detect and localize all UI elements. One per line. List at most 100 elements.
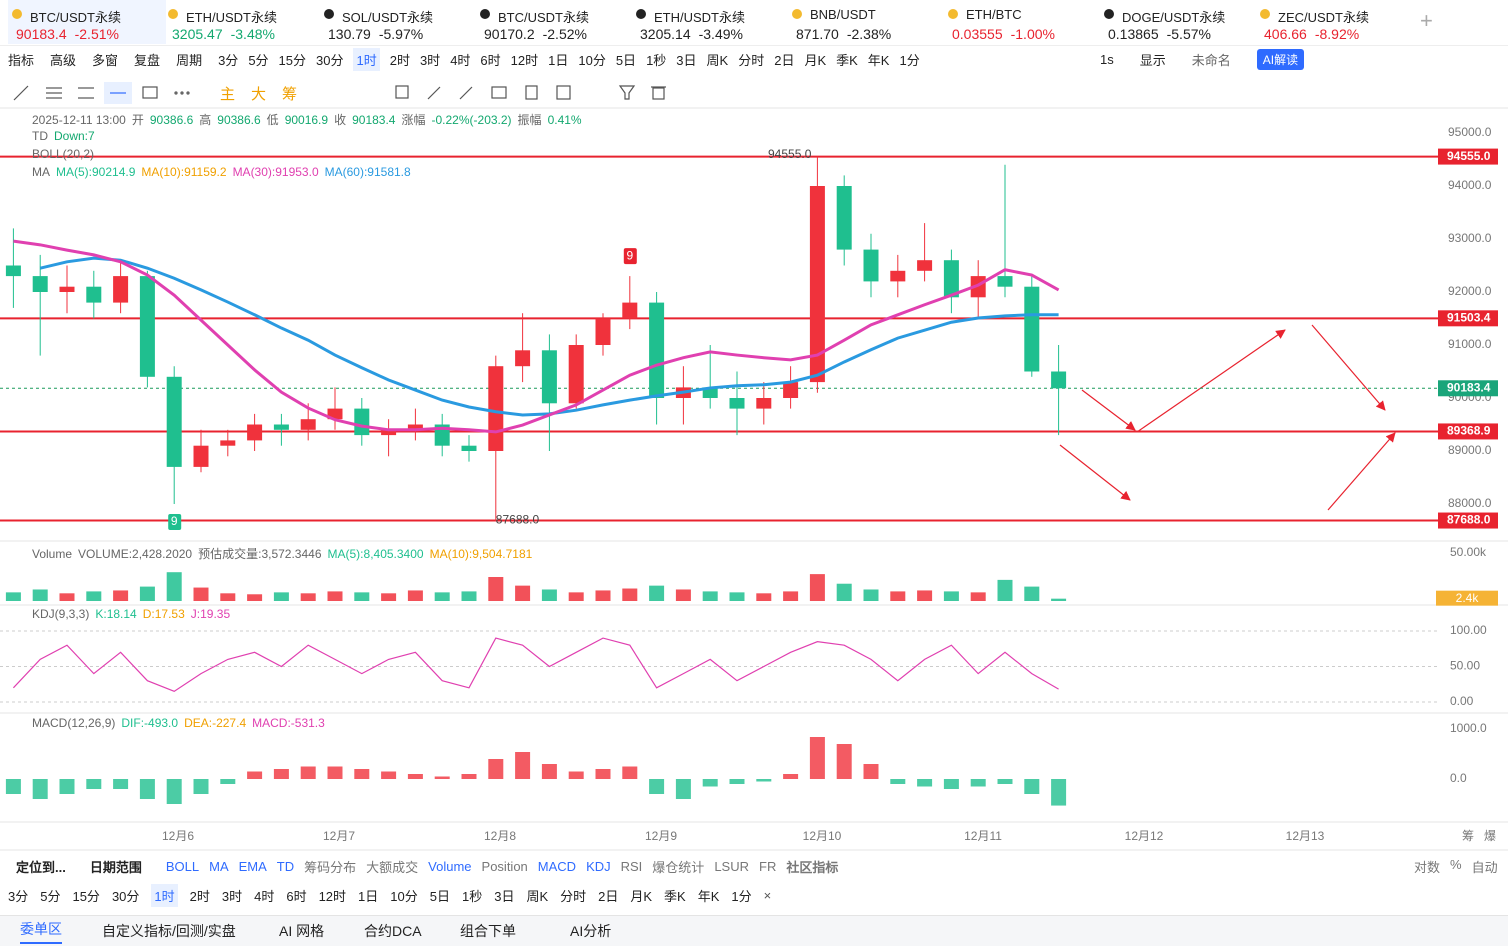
ticker-tab[interactable]: ETH/USDT永续 3205.14 -3.49% <box>632 0 790 44</box>
interval-button[interactable]: 3时 <box>419 53 441 68</box>
scale-toggle[interactable]: 对数 <box>1414 859 1441 875</box>
interval-button[interactable]: 2时 <box>189 888 210 904</box>
bottom-left-button[interactable]: 定位到... <box>16 859 66 875</box>
interval-button[interactable]: 15分 <box>72 888 100 904</box>
interval-button[interactable]: 30分 <box>111 888 140 904</box>
interval-button[interactable]: 5分 <box>248 53 269 68</box>
interval-button[interactable]: 周K <box>706 53 729 68</box>
interval-button[interactable]: 3分 <box>218 53 239 68</box>
interval-button[interactable]: 6时 <box>480 53 501 68</box>
interval-button[interactable]: 4时 <box>450 53 471 68</box>
interval-button[interactable]: 6时 <box>286 888 307 904</box>
interval-button[interactable]: 1秒 <box>646 53 667 68</box>
indicator-toggle[interactable]: 爆仓统计 <box>652 859 705 875</box>
draw-tool[interactable]: 筹 <box>282 86 298 103</box>
indicator-toggle[interactable]: 大额成交 <box>366 859 419 875</box>
interval-button[interactable]: 2日 <box>598 888 619 904</box>
tool-button[interactable]: 指标 <box>8 53 35 68</box>
interval-button[interactable]: 10分 <box>578 53 606 68</box>
ticker-tab[interactable]: BNB/USDT 871.70 -2.38% <box>788 0 946 44</box>
interval-button[interactable]: 分时 <box>738 53 765 68</box>
ticker-tab[interactable]: DOGE/USDT永续 0.13865 -5.57% <box>1100 0 1258 44</box>
interval-button[interactable]: 季K <box>836 53 858 68</box>
interval-button[interactable]: 周K <box>526 888 549 904</box>
interval-button[interactable]: 年K <box>697 888 720 904</box>
draw-tool[interactable]: 大 <box>251 86 267 103</box>
interval-button[interactable]: 月K <box>804 53 827 68</box>
indicator-toggle[interactable]: Position <box>481 858 528 874</box>
interval-button[interactable]: 10分 <box>390 888 418 904</box>
panel-tab[interactable]: AI 网格 <box>279 923 325 939</box>
indicator-toggle[interactable]: 社区指标 <box>786 859 839 875</box>
tool-button[interactable]: 高级 <box>50 53 77 68</box>
legend-item: J:19.35 <box>190 607 231 621</box>
interval-button[interactable]: 1日 <box>548 53 569 68</box>
indicator-toggle[interactable]: MACD <box>537 858 577 874</box>
tool-button[interactable]: 周期 <box>176 53 203 68</box>
macd-bar <box>113 779 129 789</box>
interval-button[interactable]: 3日 <box>494 888 515 904</box>
indicator-toggle[interactable]: KDJ <box>586 858 611 874</box>
legend-item: MA <box>32 165 50 179</box>
right-button[interactable]: 1s <box>1100 52 1114 67</box>
interval-button[interactable]: 4时 <box>254 888 275 904</box>
interval-button[interactable]: 2日 <box>774 53 795 68</box>
interval-button[interactable]: 1分 <box>731 888 752 904</box>
interval-button[interactable]: 12时 <box>318 888 347 904</box>
right-button[interactable]: 显示 <box>1139 53 1166 68</box>
indicator-toggle[interactable]: FR <box>759 858 777 874</box>
ticker-tab[interactable]: ETH/BTC 0.03555 -1.00% <box>944 0 1102 44</box>
right-button[interactable]: AI解读 <box>1256 49 1305 70</box>
price: 130.79 <box>328 26 371 42</box>
interval-button[interactable]: 1秒 <box>461 888 483 904</box>
draw-tool[interactable]: 主 <box>220 86 236 103</box>
right-button[interactable]: 未命名 <box>1191 53 1231 68</box>
interval-button[interactable]: 30分 <box>316 53 344 68</box>
panel-tab[interactable]: 自定义指标/回测/实盘 <box>102 923 236 939</box>
panel-tab[interactable]: 合约DCA <box>364 923 422 939</box>
interval-button[interactable]: 1时 <box>151 883 178 907</box>
interval-button[interactable]: 5日 <box>429 888 450 904</box>
interval-button[interactable]: 12时 <box>510 53 539 68</box>
tool-button[interactable]: 多窗 <box>92 53 119 68</box>
indicator-toggle[interactable]: LSUR <box>714 858 749 874</box>
ticker-tab[interactable]: BTC/USDT永续 90183.4 -2.51% <box>8 0 166 44</box>
interval-button[interactable]: 1时 <box>353 48 380 71</box>
interval-button[interactable]: 3时 <box>221 888 243 904</box>
interval-button[interactable]: 年K <box>867 53 890 68</box>
add-tab[interactable]: + <box>1420 8 1433 33</box>
ticker-tab[interactable]: ZEC/USDT永续 406.66 -8.92% <box>1256 0 1414 44</box>
interval-button[interactable]: 3分 <box>8 888 29 904</box>
tool-button[interactable]: 复盘 <box>134 53 161 68</box>
interval-button[interactable]: 5日 <box>615 53 637 68</box>
indicator-toggle[interactable]: 筹码分布 <box>304 859 357 875</box>
interval-button[interactable]: 月K <box>630 888 653 904</box>
indicator-toggle[interactable]: TD <box>276 858 295 874</box>
ticker-tab[interactable]: ETH/USDT永续 3205.47 -3.48% <box>164 0 322 44</box>
panel-tab[interactable]: 组合下单 <box>460 923 516 939</box>
indicator-toggle[interactable]: EMA <box>238 858 267 874</box>
ticker-tab[interactable]: SOL/USDT永续 130.79 -5.97% <box>320 0 478 44</box>
interval-button[interactable]: 3日 <box>676 53 697 68</box>
panel-tab[interactable]: AI分析 <box>570 923 612 939</box>
panel-tab[interactable]: 委单区 <box>20 919 62 944</box>
bottom-left-button[interactable]: 日期范围 <box>89 859 142 875</box>
close-button[interactable]: × <box>763 887 772 903</box>
macd-bar <box>5 779 21 794</box>
ticker-tab[interactable]: BTC/USDT永续 90170.2 -2.52% <box>476 0 634 44</box>
interval-button[interactable]: 15分 <box>278 53 307 68</box>
interval-button[interactable]: 分时 <box>560 888 587 904</box>
indicator-toggle[interactable]: MA <box>209 858 229 874</box>
candle-body <box>407 424 423 430</box>
interval-button[interactable]: 5分 <box>40 888 61 904</box>
interval-button[interactable]: 2时 <box>389 53 410 68</box>
indicator-toggle[interactable]: Volume <box>428 858 472 874</box>
indicator-toggle[interactable]: BOLL <box>165 858 200 874</box>
indicator-toggle[interactable]: RSI <box>620 858 643 874</box>
interval-button[interactable]: 季K <box>664 888 686 904</box>
scale-toggle[interactable]: 自动 <box>1471 859 1498 875</box>
scale-toggle[interactable]: % <box>1450 856 1462 872</box>
draw-toolbar-icons[interactable] <box>13 82 666 104</box>
interval-button[interactable]: 1分 <box>899 53 920 68</box>
interval-button[interactable]: 1日 <box>358 888 379 904</box>
